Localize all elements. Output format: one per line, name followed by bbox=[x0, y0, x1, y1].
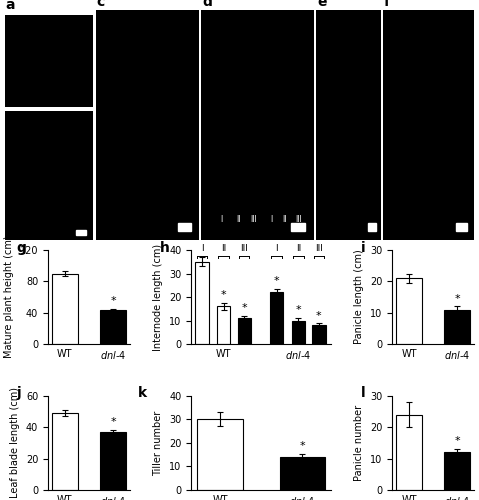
Bar bbox=[52, 274, 78, 344]
Text: f: f bbox=[384, 0, 390, 9]
Y-axis label: Mature plant height (cm): Mature plant height (cm) bbox=[4, 236, 14, 358]
Text: d: d bbox=[202, 0, 212, 9]
Text: a: a bbox=[6, 0, 15, 12]
Bar bbox=[217, 306, 230, 344]
Text: k: k bbox=[138, 386, 147, 400]
Y-axis label: Panicle length (cm): Panicle length (cm) bbox=[354, 250, 364, 344]
Text: j: j bbox=[17, 386, 21, 400]
Text: *: * bbox=[110, 417, 116, 427]
Text: I: I bbox=[270, 215, 272, 224]
Text: II: II bbox=[296, 244, 301, 253]
Text: *: * bbox=[316, 310, 322, 320]
Y-axis label: Tiller number: Tiller number bbox=[153, 410, 163, 476]
Text: *: * bbox=[110, 296, 116, 306]
Text: III: III bbox=[315, 244, 323, 253]
Text: *: * bbox=[455, 294, 460, 304]
Bar bbox=[100, 310, 126, 344]
Text: g: g bbox=[17, 240, 26, 254]
Y-axis label: Panicle number: Panicle number bbox=[354, 405, 364, 481]
Bar bbox=[238, 318, 251, 344]
Text: II: II bbox=[221, 244, 226, 253]
Bar bbox=[197, 420, 242, 490]
Text: e: e bbox=[317, 0, 327, 9]
Bar bbox=[456, 223, 467, 231]
Bar bbox=[292, 320, 305, 344]
Bar bbox=[195, 262, 208, 344]
Text: i: i bbox=[361, 240, 365, 254]
Bar bbox=[76, 230, 86, 235]
Text: III: III bbox=[251, 215, 257, 224]
Text: b: b bbox=[6, 96, 16, 110]
Bar bbox=[444, 452, 470, 490]
Text: c: c bbox=[97, 0, 105, 9]
Bar bbox=[52, 413, 78, 490]
Bar bbox=[291, 223, 305, 231]
Bar bbox=[312, 326, 326, 344]
Bar bbox=[100, 432, 126, 490]
Bar bbox=[368, 223, 376, 231]
Bar bbox=[270, 292, 284, 344]
Text: I: I bbox=[275, 244, 278, 253]
Text: *: * bbox=[241, 303, 247, 313]
Text: *: * bbox=[455, 436, 460, 446]
Text: l: l bbox=[361, 386, 365, 400]
Text: *: * bbox=[274, 276, 280, 286]
Text: I: I bbox=[201, 244, 203, 253]
Bar bbox=[396, 414, 422, 490]
Y-axis label: Internode length (cm): Internode length (cm) bbox=[153, 244, 163, 350]
Text: h: h bbox=[160, 240, 170, 254]
Text: II: II bbox=[282, 215, 287, 224]
Text: I: I bbox=[220, 215, 223, 224]
Text: II: II bbox=[236, 215, 240, 224]
Text: III: III bbox=[240, 244, 248, 253]
Bar bbox=[280, 457, 325, 490]
Bar bbox=[444, 310, 470, 344]
Text: *: * bbox=[221, 290, 227, 300]
Text: *: * bbox=[296, 306, 301, 316]
Text: III: III bbox=[296, 215, 302, 224]
Y-axis label: Leaf blade length (cm): Leaf blade length (cm) bbox=[10, 388, 20, 498]
Bar bbox=[178, 223, 191, 231]
Bar bbox=[396, 278, 422, 344]
Text: *: * bbox=[299, 440, 305, 450]
